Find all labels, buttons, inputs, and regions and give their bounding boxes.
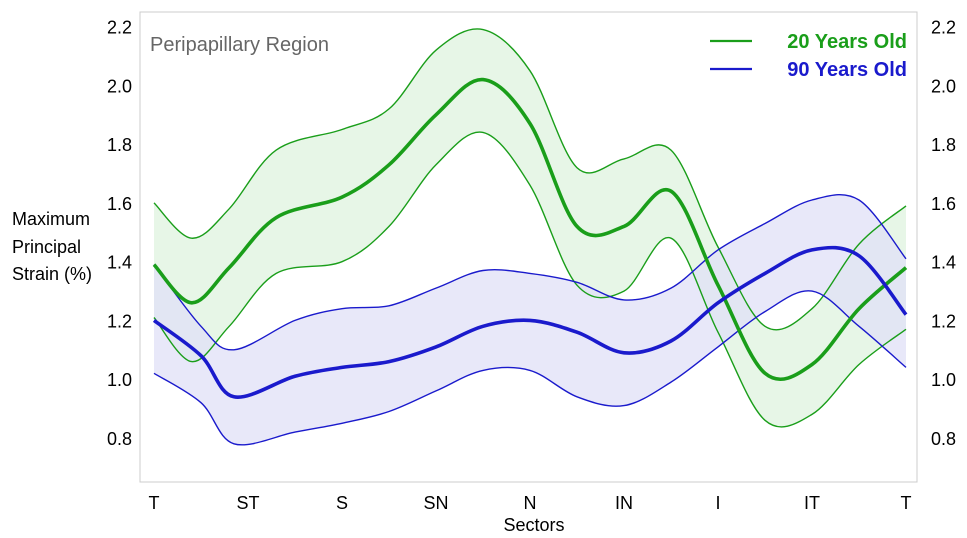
mean-line-series-0 [152, 77, 908, 381]
panel-title: Peripapillary Region [150, 34, 329, 56]
x-tick-label: N [524, 493, 537, 513]
y-tick-label-right: 2.0 [931, 76, 956, 96]
x-tick-label: T [901, 493, 912, 513]
y-tick-label-left: 0.8 [107, 429, 132, 449]
x-tick-label: IT [804, 493, 820, 513]
y-axis-ticks-right: 0.8 1.0 1.2 1.4 1.6 1.8 2.0 2.2 [931, 18, 956, 449]
y-tick-label-right: 1.8 [931, 135, 956, 155]
lower-bound-line-series-1 [153, 290, 907, 446]
x-tick-label: T [149, 493, 160, 513]
lower-bound-line-series-0 [153, 131, 907, 428]
plot-area-frame [139, 11, 918, 483]
y-tick-label-left: 2.0 [107, 76, 132, 96]
upper-bound-line-series-0 [153, 28, 907, 331]
series-lines [152, 28, 908, 446]
y-axis-title-line-1: Maximum [12, 209, 90, 229]
x-axis-title: Sectors [503, 515, 564, 535]
y-tick-label-right: 1.2 [931, 311, 956, 331]
mean-line-series-1 [152, 245, 908, 399]
y-tick-label-left: 2.2 [107, 18, 132, 38]
y-tick-label-right: 1.4 [931, 253, 956, 273]
confidence-bands [154, 28, 906, 445]
y-tick-label-right: 2.2 [931, 18, 956, 38]
y-tick-label-left: 1.0 [107, 370, 132, 390]
x-tick-label: I [715, 493, 720, 513]
legend-label-series-0: 20 Years Old [787, 31, 907, 53]
legend: 20 Years Old 90 Years Old [710, 31, 907, 81]
upper-bound-line-series-1 [153, 193, 907, 351]
y-tick-label-left: 1.6 [107, 194, 132, 214]
y-axis-ticks-left: 0.8 1.0 1.2 1.4 1.6 1.8 2.0 2.2 [107, 18, 132, 449]
y-axis-title-line-2: Principal [12, 237, 81, 257]
x-tick-label: ST [236, 493, 259, 513]
y-axis-title-line-3: Strain (%) [12, 264, 92, 284]
y-tick-label-right: 1.0 [931, 370, 956, 390]
x-tick-label: S [336, 493, 348, 513]
y-tick-label-left: 1.2 [107, 311, 132, 331]
y-tick-label-right: 0.8 [931, 429, 956, 449]
y-tick-label-left: 1.4 [107, 253, 132, 273]
x-tick-label: IN [615, 493, 633, 513]
legend-label-series-1: 90 Years Old [787, 59, 907, 81]
x-axis-ticks: T ST S SN N IN I IT T [149, 493, 912, 513]
y-tick-label-right: 1.6 [931, 194, 956, 214]
y-tick-label-left: 1.8 [107, 135, 132, 155]
x-tick-label: SN [423, 493, 448, 513]
